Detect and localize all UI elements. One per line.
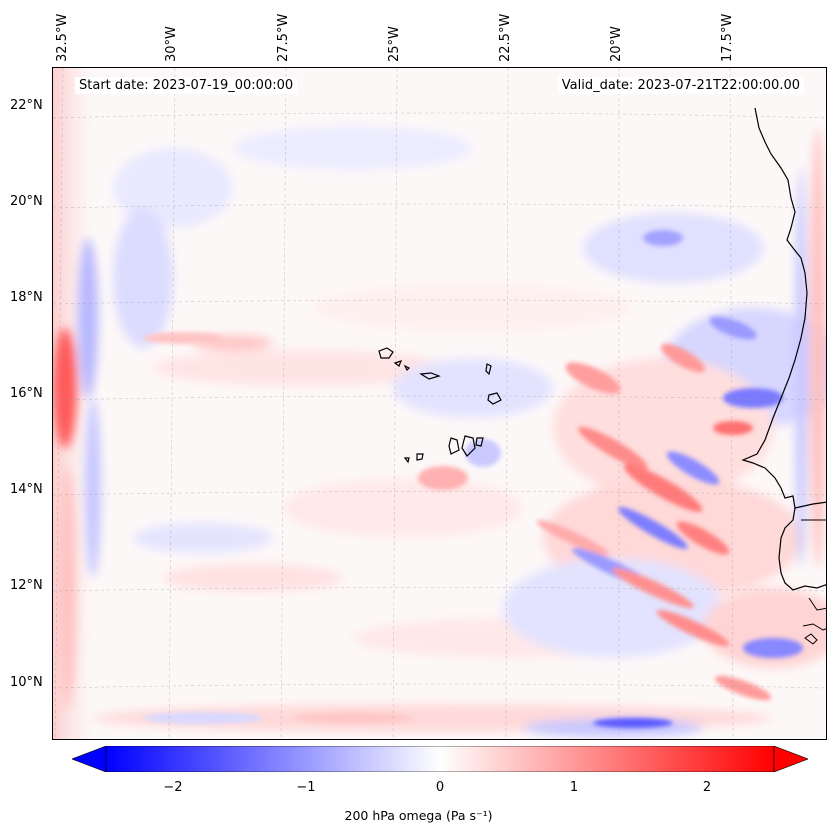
field-fine-structure bbox=[143, 230, 803, 728]
island-santa-luzia bbox=[403, 364, 411, 372]
colorbar-tick-0: 0 bbox=[435, 780, 445, 795]
island-santo-antao bbox=[378, 347, 394, 359]
island-sao-vicente bbox=[393, 360, 403, 367]
start-date-label: Start date: 2023-07-19_00:00:00 bbox=[75, 77, 298, 94]
lat-label-16n: 16°N bbox=[10, 386, 43, 401]
lat-label-10n: 10°N bbox=[10, 675, 43, 690]
island-brava bbox=[403, 457, 410, 464]
island-sal bbox=[485, 363, 492, 376]
lat-label-14n: 14°N bbox=[10, 482, 43, 497]
map-canvas bbox=[53, 68, 826, 739]
island-fogo bbox=[416, 453, 424, 461]
colorbar-tick-minus-2: −2 bbox=[163, 780, 183, 795]
lon-label-30w: 30°W bbox=[164, 26, 179, 62]
island-maio bbox=[461, 435, 476, 457]
lat-label-22n: 22°N bbox=[10, 98, 43, 113]
africa-coastline bbox=[741, 107, 826, 591]
omega-map bbox=[52, 67, 827, 740]
lon-label-22-5w: 22.5°W bbox=[498, 13, 513, 62]
lon-label-32-5w: 32.5°W bbox=[55, 13, 70, 62]
lon-label-27-5w: 27.5°W bbox=[276, 13, 291, 62]
lat-label-12n: 12°N bbox=[10, 578, 43, 593]
colorbar-label: 200 hPa omega (Pa s⁻¹) bbox=[344, 808, 493, 823]
island-maio-east bbox=[475, 437, 484, 447]
island-boa-vista bbox=[487, 392, 502, 405]
colorbar-extend-max bbox=[773, 746, 808, 772]
colorbar bbox=[72, 746, 808, 772]
island-sao-tiago bbox=[448, 437, 460, 455]
island-sao-nicolau bbox=[419, 372, 441, 380]
gridlines bbox=[53, 68, 826, 739]
colorbar-tick-minus-1: −1 bbox=[296, 780, 316, 795]
valid-date-label: Valid_date: 2023-07-21T22:00:00.00 bbox=[557, 77, 804, 94]
colorbar-gradient bbox=[105, 746, 775, 772]
colorbar-extend-min bbox=[72, 746, 107, 772]
colorbar-tick-1: 1 bbox=[569, 780, 579, 795]
lon-label-25w: 25°W bbox=[387, 26, 402, 62]
lon-label-20w: 20°W bbox=[609, 26, 624, 62]
colorbar-tick-2: 2 bbox=[702, 780, 712, 795]
lon-label-17-5w: 17.5°W bbox=[720, 13, 735, 62]
lat-label-18n: 18°N bbox=[10, 290, 43, 305]
cape-verde-islands bbox=[378, 347, 502, 464]
lat-label-20n: 20°N bbox=[10, 194, 43, 209]
field-broad-patches bbox=[93, 126, 826, 737]
